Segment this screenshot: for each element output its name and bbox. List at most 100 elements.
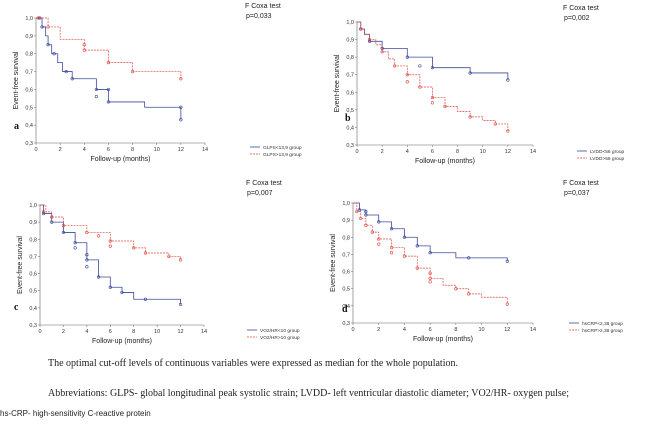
- censor-mark: [85, 253, 89, 257]
- censor-mark: [179, 77, 183, 81]
- x-tick-label: 0: [351, 327, 354, 333]
- legend-label: VO2/HR<10 group: [260, 328, 300, 334]
- y-tick-label: 0,8: [346, 55, 354, 61]
- x-tick-label: 10: [154, 147, 160, 153]
- censor-mark: [405, 73, 409, 77]
- censor-mark: [85, 230, 89, 235]
- panel-letter: c: [14, 302, 19, 313]
- censor-mark: [40, 25, 44, 29]
- cox-test-label: F Coxa test: [246, 180, 282, 187]
- y-tick-label: 0,8: [342, 235, 350, 241]
- y-tick-label: 0,4: [346, 125, 354, 131]
- censor-mark: [73, 241, 77, 245]
- legend-label: LVDD<56 group: [590, 149, 625, 155]
- x-tick-label: 4: [83, 147, 86, 153]
- km-panel-b: 0,3 0,4 0,5 0,6 0,7 0,8 0,9 1,0 0 2 4 6 8 10 12 14 Follo…: [334, 5, 625, 165]
- survival-curve-2: [36, 17, 182, 79]
- y-tick-label: 1,0: [25, 16, 33, 22]
- censor-mark: [359, 27, 363, 31]
- x-tick-label: 0: [38, 329, 41, 335]
- censor-mark: [428, 280, 432, 284]
- y-tick-label: 0,3: [25, 141, 33, 147]
- censor-mark: [167, 254, 171, 259]
- panel-letter: b: [345, 113, 351, 124]
- censor-mark: [143, 297, 148, 301]
- x-tick-label: 14: [530, 327, 536, 333]
- censor-mark: [367, 39, 372, 43]
- censor-mark: [405, 80, 409, 84]
- x-tick-label: 4: [406, 149, 409, 155]
- censor-mark: [364, 223, 368, 227]
- km-panel-a: 0,3 0,4 0,5 0,6 0,7 0,8 0,9 1,0 0 2 4 6 8 10 12 14 Follo…: [13, 3, 302, 163]
- y-tick-label: 0,7: [25, 70, 33, 76]
- censor-mark: [85, 258, 89, 262]
- y-tick-label: 0,7: [346, 73, 354, 79]
- x-tick-label: 6: [107, 147, 110, 153]
- censor-mark: [82, 43, 86, 47]
- censor-mark: [418, 64, 422, 68]
- censor-mark: [178, 258, 183, 262]
- y-tick-label: 0,3: [342, 321, 350, 327]
- censor-mark: [505, 302, 509, 306]
- y-axis-label: Event-free survival: [330, 234, 337, 292]
- censor-mark: [106, 87, 111, 92]
- y-tick-label: 0,6: [342, 270, 350, 276]
- survival-curve-1: [36, 17, 182, 120]
- panel-letter: a: [14, 121, 19, 132]
- censor-mark: [370, 230, 374, 234]
- censor-mark: [418, 85, 422, 89]
- x-tick-label: 8: [454, 327, 457, 333]
- censor-mark: [428, 276, 432, 281]
- censor-mark: [493, 122, 497, 126]
- legend-label: GLPS<13,9 group: [263, 145, 302, 151]
- censor-mark: [359, 216, 363, 221]
- abbreviations-label: Abbreviations:: [48, 388, 108, 399]
- censor-mark: [96, 275, 101, 279]
- censor-mark: [61, 230, 66, 235]
- censor-mark: [468, 71, 472, 75]
- y-tick-label: 1,0: [342, 201, 350, 207]
- x-axis-label: Follow-up (months): [92, 338, 152, 345]
- y-tick-label: 0,5: [342, 287, 350, 293]
- y-tick-label: 0,6: [346, 90, 354, 96]
- survival-curve-1: [353, 202, 508, 262]
- censor-mark: [178, 302, 183, 307]
- legend-label: VO2/HR>10 group: [260, 335, 300, 341]
- x-tick-label: 14: [201, 329, 207, 335]
- x-tick-label: 0: [355, 149, 358, 155]
- x-tick-label: 6: [429, 327, 432, 333]
- censor-mark: [61, 223, 66, 228]
- y-tick-label: 0,6: [29, 272, 37, 278]
- y-tick-label: 0,4: [342, 304, 350, 310]
- y-tick-label: 0,9: [29, 220, 37, 226]
- y-tick-label: 0,5: [346, 108, 354, 114]
- y-axis-label: Event-free survival: [17, 236, 24, 294]
- censor-mark: [108, 239, 112, 243]
- censor-mark: [64, 69, 68, 74]
- x-axis-label: Follow-up (months): [415, 158, 475, 165]
- y-tick-label: 0,5: [25, 105, 33, 111]
- x-tick-label: 4: [403, 327, 406, 333]
- cox-test-label: F Coxa test: [563, 5, 599, 12]
- censor-mark: [377, 220, 381, 224]
- censor-mark: [467, 292, 471, 296]
- censor-mark: [506, 129, 510, 133]
- censor-mark: [96, 234, 101, 238]
- censor-mark: [132, 246, 136, 250]
- censor-mark: [393, 64, 397, 68]
- censor-mark: [430, 66, 435, 70]
- censor-mark: [430, 101, 435, 105]
- censor-mark: [108, 285, 112, 289]
- x-tick-label: 2: [59, 147, 62, 153]
- censor-mark: [389, 251, 394, 255]
- censor-mark: [46, 43, 50, 47]
- censor-mark: [94, 94, 98, 99]
- censor-mark: [108, 244, 112, 248]
- x-tick-label: 8: [131, 147, 134, 153]
- x-tick-label: 10: [479, 327, 485, 333]
- x-tick-label: 2: [377, 327, 380, 333]
- x-tick-label: 0: [34, 147, 37, 153]
- censor-mark: [85, 265, 89, 269]
- legend-label: GLPS>13,9 group: [263, 152, 302, 158]
- censor-mark: [467, 256, 471, 260]
